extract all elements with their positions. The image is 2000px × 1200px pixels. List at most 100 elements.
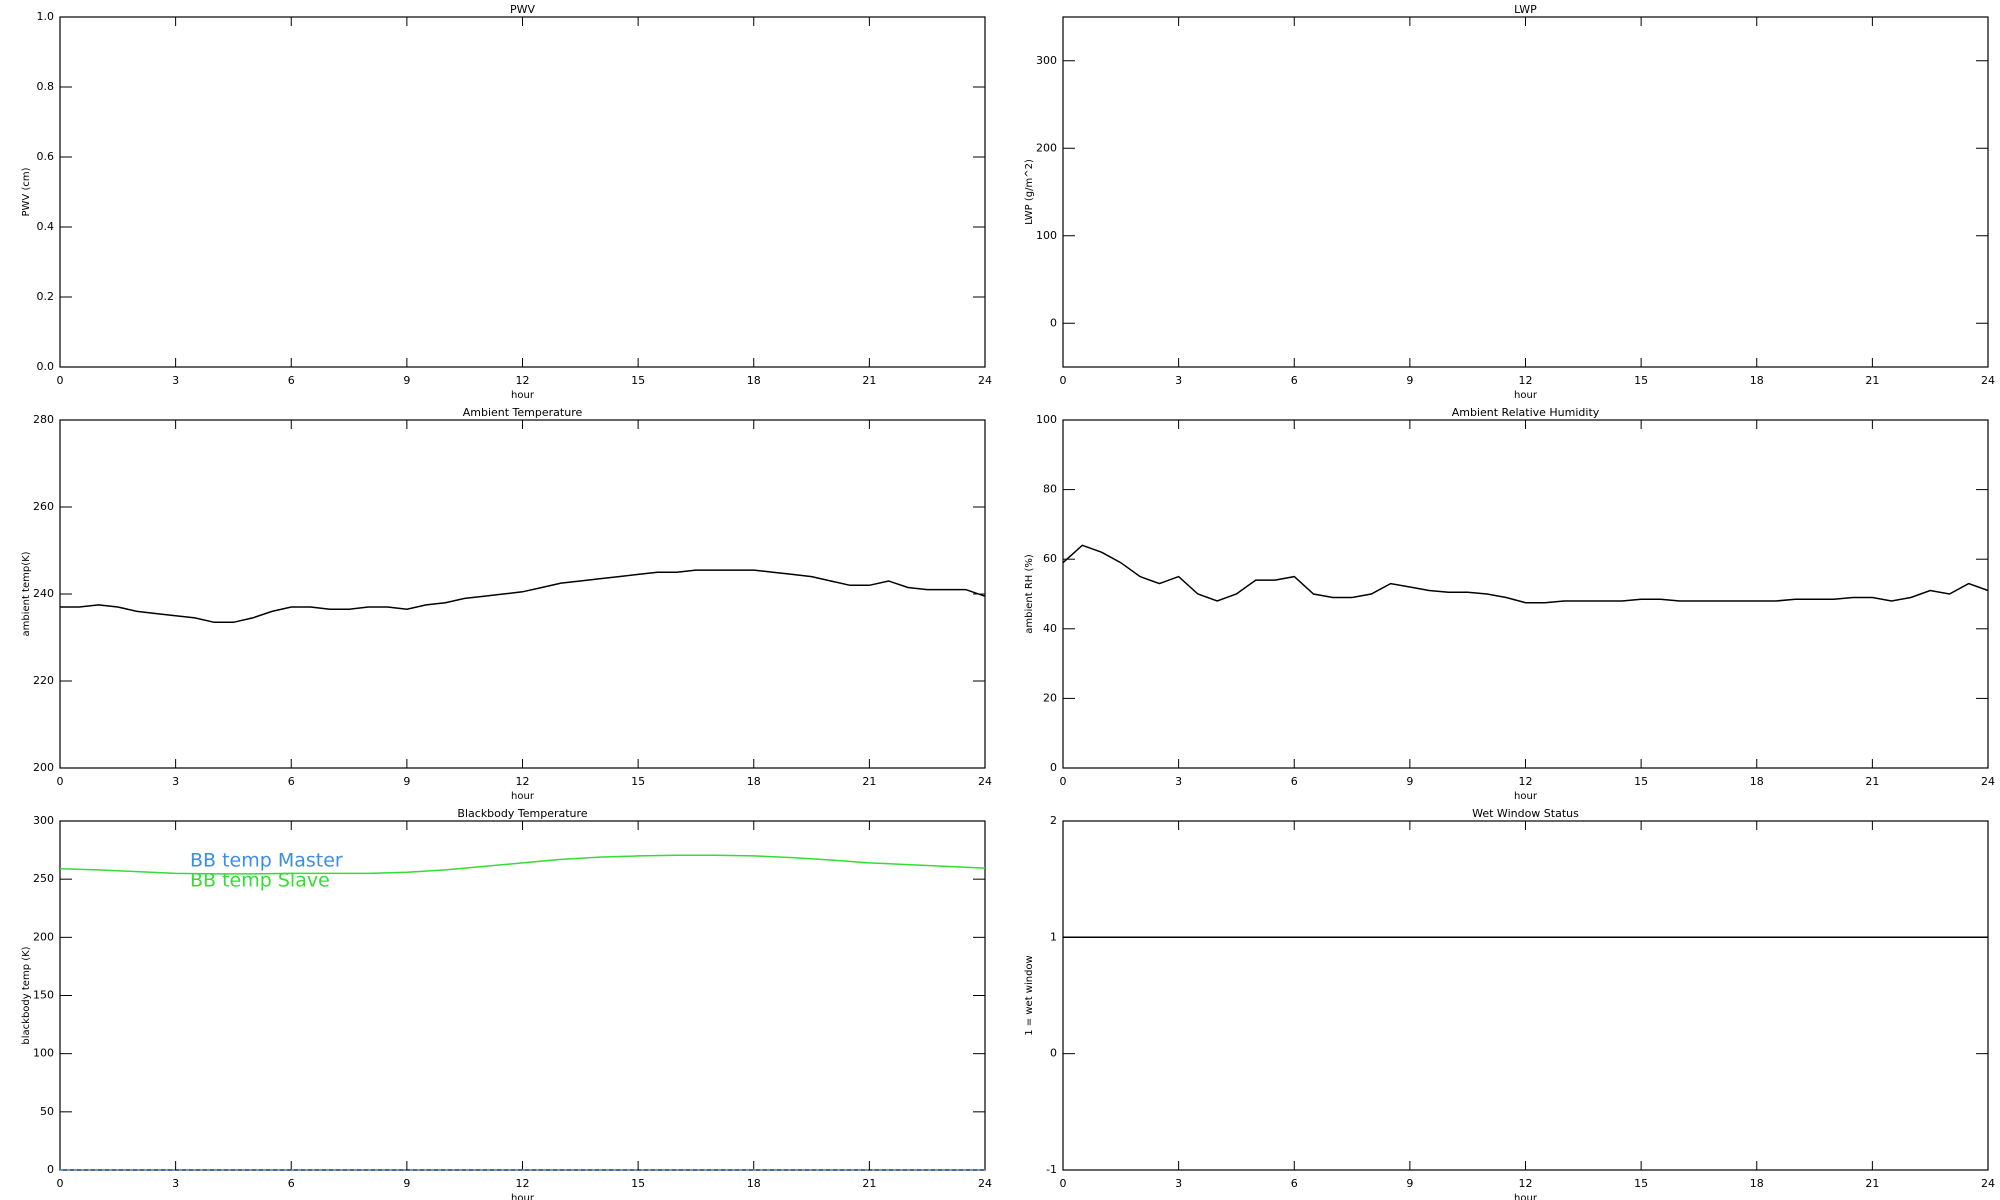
y-tick-label: 1.0 bbox=[37, 10, 55, 23]
x-tick-label: 24 bbox=[978, 374, 992, 387]
x-tick-label: 18 bbox=[1750, 374, 1764, 387]
x-axis-label: hour bbox=[1514, 791, 1538, 802]
y-tick-label: 0.4 bbox=[37, 220, 55, 233]
y-axis-label: 1 = wet window bbox=[1024, 955, 1035, 1035]
x-tick-label: 21 bbox=[1865, 775, 1879, 788]
y-tick-label: 0.6 bbox=[37, 150, 55, 163]
x-axis-label: hour bbox=[511, 1193, 535, 1200]
data-line bbox=[59, 854, 986, 875]
y-tick-label: 200 bbox=[33, 930, 54, 943]
y-tick-label: 200 bbox=[1036, 141, 1057, 154]
x-tick-label: 0 bbox=[1060, 1177, 1067, 1190]
y-tick-label: 40 bbox=[1043, 622, 1057, 635]
plot-frame bbox=[59, 419, 986, 769]
x-tick-label: 6 bbox=[288, 775, 295, 788]
x-tick-label: 21 bbox=[862, 1177, 876, 1190]
y-tick-label: 0 bbox=[1050, 761, 1057, 774]
y-tick-label: 0 bbox=[1050, 316, 1057, 329]
x-tick-label: 24 bbox=[978, 775, 992, 788]
y-axis-label: ambient temp(K) bbox=[21, 551, 32, 636]
x-axis-label: hour bbox=[511, 390, 535, 401]
plot-frame bbox=[1062, 419, 1989, 769]
x-tick-label: 3 bbox=[1175, 775, 1182, 788]
chart-panel: Ambient Relative Humidity hour ambient RH … bbox=[1024, 406, 1995, 802]
x-tick-label: 24 bbox=[1981, 775, 1995, 788]
x-tick-label: 3 bbox=[172, 1177, 179, 1190]
x-axis-label: hour bbox=[1514, 390, 1538, 401]
chart-panel: Blackbody Temperature hour blackbody temp … bbox=[21, 807, 992, 1200]
x-tick-label: 9 bbox=[403, 775, 410, 788]
legend-entry: BB temp Slave bbox=[190, 870, 330, 892]
x-tick-label: 3 bbox=[1175, 1177, 1182, 1190]
x-tick-label: 21 bbox=[1865, 1177, 1879, 1190]
x-tick-label: 12 bbox=[516, 1177, 530, 1190]
y-tick-label: 0 bbox=[47, 1163, 54, 1176]
plot-frame bbox=[1062, 820, 1989, 1171]
y-axis-label: ambient RH (%) bbox=[1024, 554, 1035, 634]
plot-frame bbox=[1062, 16, 1989, 368]
y-tick-label: 1 bbox=[1050, 930, 1057, 943]
x-tick-label: 3 bbox=[1175, 374, 1182, 387]
y-tick-label: 0.0 bbox=[37, 360, 55, 373]
y-tick-label: 250 bbox=[33, 872, 54, 885]
y-tick-label: 0.2 bbox=[37, 290, 55, 303]
chart-panel: LWP hour LWP (g/m^2) 0 3 6 9 12 15 18 21 24 0 100 200 3… bbox=[1024, 3, 1995, 401]
y-tick-label: 200 bbox=[33, 761, 54, 774]
y-tick-label: 220 bbox=[33, 674, 54, 687]
y-axis-label: LWP (g/m^2) bbox=[1024, 159, 1035, 225]
y-tick-label: 100 bbox=[1036, 229, 1057, 242]
x-tick-label: 18 bbox=[747, 775, 761, 788]
x-tick-label: 9 bbox=[1406, 374, 1413, 387]
x-tick-label: 0 bbox=[57, 775, 64, 788]
x-tick-label: 0 bbox=[1060, 775, 1067, 788]
chart-title: PWV bbox=[510, 3, 536, 16]
x-tick-label: 9 bbox=[1406, 1177, 1413, 1190]
y-tick-label: 0 bbox=[1050, 1047, 1057, 1060]
x-tick-label: 24 bbox=[978, 1177, 992, 1190]
y-tick-label: 300 bbox=[33, 814, 54, 827]
y-tick-label: 150 bbox=[33, 989, 54, 1002]
chart-title: Ambient Relative Humidity bbox=[1452, 406, 1600, 419]
x-tick-label: 6 bbox=[1291, 775, 1298, 788]
x-tick-label: 12 bbox=[516, 374, 530, 387]
chart-panel: Ambient Temperature hour ambient temp(K) 0 3… bbox=[21, 406, 992, 802]
x-tick-label: 0 bbox=[1060, 374, 1067, 387]
x-tick-label: 15 bbox=[1634, 775, 1648, 788]
x-tick-label: 21 bbox=[1865, 374, 1879, 387]
x-tick-label: 24 bbox=[1981, 1177, 1995, 1190]
x-tick-label: 9 bbox=[1406, 775, 1413, 788]
x-tick-label: 12 bbox=[516, 775, 530, 788]
x-tick-label: 15 bbox=[1634, 374, 1648, 387]
y-tick-label: 0.8 bbox=[37, 80, 55, 93]
chart-title: Ambient Temperature bbox=[463, 406, 583, 419]
y-tick-label: 240 bbox=[33, 587, 54, 600]
x-tick-label: 21 bbox=[862, 374, 876, 387]
y-tick-label: 80 bbox=[1043, 483, 1057, 496]
y-tick-label: 100 bbox=[1036, 413, 1057, 426]
y-tick-label: 50 bbox=[40, 1105, 54, 1118]
y-tick-label: 300 bbox=[1036, 54, 1057, 67]
x-tick-label: 6 bbox=[288, 374, 295, 387]
x-tick-label: 6 bbox=[288, 1177, 295, 1190]
y-axis-label: blackbody temp (K) bbox=[21, 946, 32, 1044]
x-tick-label: 15 bbox=[631, 374, 645, 387]
chart-panel: Wet Window Status hour 1 = wet window 0 3 6 9 1… bbox=[1024, 807, 1995, 1200]
x-tick-label: 15 bbox=[631, 1177, 645, 1190]
x-axis-label: hour bbox=[511, 791, 535, 802]
x-tick-label: 18 bbox=[1750, 1177, 1764, 1190]
y-axis-label: PWV (cm) bbox=[21, 167, 32, 216]
x-tick-label: 9 bbox=[403, 1177, 410, 1190]
x-tick-label: 15 bbox=[631, 775, 645, 788]
x-tick-label: 3 bbox=[172, 775, 179, 788]
chart-panel: PWV hour PWV (cm) 0 3 6 9 12 15 18 21 24 0.0 0.2 0.4 0.… bbox=[21, 3, 992, 401]
chart-title: Wet Window Status bbox=[1472, 807, 1579, 820]
x-tick-label: 3 bbox=[172, 374, 179, 387]
x-tick-label: 0 bbox=[57, 1177, 64, 1190]
y-tick-label: 260 bbox=[33, 500, 54, 513]
y-tick-label: 280 bbox=[33, 413, 54, 426]
y-tick-label: 2 bbox=[1050, 814, 1057, 827]
x-tick-label: 6 bbox=[1291, 374, 1298, 387]
x-tick-label: 12 bbox=[1519, 775, 1533, 788]
x-tick-label: 18 bbox=[747, 1177, 761, 1190]
